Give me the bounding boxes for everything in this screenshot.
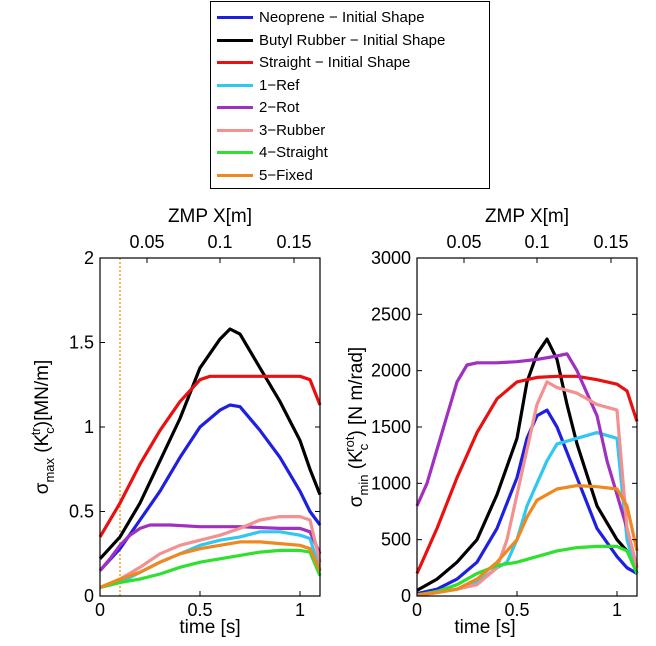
y-tick-label: 2000 <box>371 361 411 381</box>
right-top-axis-label: ZMP X[m] <box>485 206 569 227</box>
top-tick-label: 0.1 <box>207 232 232 252</box>
y-tick-label: 3000 <box>371 248 411 268</box>
series-line <box>416 484 639 597</box>
left-x-axis-label: time [s] <box>179 617 240 638</box>
series-line <box>415 352 639 569</box>
series-line <box>98 523 322 572</box>
right-top-ticks: 0.05 0.1 0.15 <box>446 232 629 263</box>
y-tick-label: 1000 <box>371 473 411 493</box>
legend-label: 5−Fixed <box>259 166 313 184</box>
left-top-axis-label: ZMP X[m] <box>168 206 252 227</box>
legend-label: Butyl Rubber − Initial Shape <box>259 31 446 49</box>
y-tick-label: 2 <box>84 248 94 268</box>
legend-swatch <box>217 16 253 19</box>
legend-swatch <box>217 38 253 42</box>
y-tick-label: 0 <box>401 586 411 606</box>
legend: Neoprene − Initial Shape Butyl Rubber − I… <box>210 1 490 189</box>
top-tick-label: 0.05 <box>129 232 164 252</box>
legend-item: 5−Fixed <box>217 165 313 186</box>
legend-swatch <box>217 83 253 87</box>
x-tick-label: 0.5 <box>187 600 212 620</box>
right-y-axis-label: σmin (Kcrot) [N m/rad] <box>342 347 371 507</box>
legend-swatch <box>217 128 253 132</box>
top-tick-label: 0.15 <box>593 232 628 252</box>
left-y-axis-label: σmax (Kctr)[MN/m] <box>28 360 57 495</box>
left-panel: 0 0.5 1 00.511.52 0.05 0.1 0.15 time [s] ZMP… <box>28 206 322 638</box>
left-y-ticks: 0 0.5 1 1.5 2 <box>69 248 320 606</box>
top-tick-label: 0.05 <box>446 232 481 252</box>
series-line <box>98 327 322 560</box>
legend-item: 3−Rubber <box>217 120 325 141</box>
y-tick-label: 1.5 <box>69 333 94 353</box>
y-tick-label: 1 <box>84 417 94 437</box>
series-line <box>416 380 639 597</box>
legend-item: Neoprene − Initial Shape <box>217 7 425 28</box>
legend-item: 2−Rot <box>217 97 299 118</box>
left-top-ticks: 0.05 0.1 0.15 <box>129 232 312 263</box>
top-tick-label: 0.15 <box>276 232 311 252</box>
right-x-axis-label: time [s] <box>454 617 515 638</box>
right-y-ticks: 0 500 1000 1500 2000 2500 3000 <box>371 248 637 606</box>
left-x-ticks: 0 0.5 1 <box>95 591 305 620</box>
legend-swatch <box>217 151 253 154</box>
series-line <box>415 374 639 575</box>
legend-label: 3−Rubber <box>259 121 326 139</box>
series-line <box>99 548 322 590</box>
series-line <box>98 403 322 572</box>
legend-label: Neoprene − Initial Shape <box>259 9 425 26</box>
left-series-lines <box>98 327 322 590</box>
legend-label: 1−Ref <box>259 76 300 94</box>
y-tick-label: 0 <box>84 586 94 606</box>
series-line <box>416 337 639 592</box>
x-tick-label: 1 <box>612 600 622 620</box>
legend-item: Butyl Rubber − Initial Shape <box>217 30 445 51</box>
series-line <box>416 544 639 597</box>
x-tick-label: 1 <box>295 600 305 620</box>
right-x-ticks: 0 0.5 1 <box>412 591 622 620</box>
legend-label: Straight − Initial Shape <box>259 54 411 71</box>
legend-swatch <box>217 106 253 109</box>
x-tick-label: 0.5 <box>504 600 529 620</box>
series-line <box>98 374 322 538</box>
right-series-lines <box>415 337 639 597</box>
x-tick-label: 0 <box>95 600 105 620</box>
legend-item: 4−Straight <box>217 142 328 163</box>
series-line <box>99 540 322 589</box>
legend-item: Straight − Initial Shape <box>217 52 410 73</box>
left-plot-area <box>100 258 320 596</box>
x-tick-label: 0 <box>412 600 422 620</box>
top-tick-label: 0.1 <box>524 232 549 252</box>
legend-item: 1−Ref <box>217 75 299 96</box>
series-line <box>99 514 322 589</box>
y-tick-label: 0.5 <box>69 502 94 522</box>
legend-label: 2−Rot <box>259 99 300 116</box>
legend-swatch <box>217 173 253 177</box>
y-tick-label: 1500 <box>371 417 411 437</box>
legend-label: 4−Straight <box>259 144 328 161</box>
y-tick-label: 500 <box>381 530 411 550</box>
legend-swatch <box>217 61 253 64</box>
y-tick-label: 2500 <box>371 304 411 324</box>
